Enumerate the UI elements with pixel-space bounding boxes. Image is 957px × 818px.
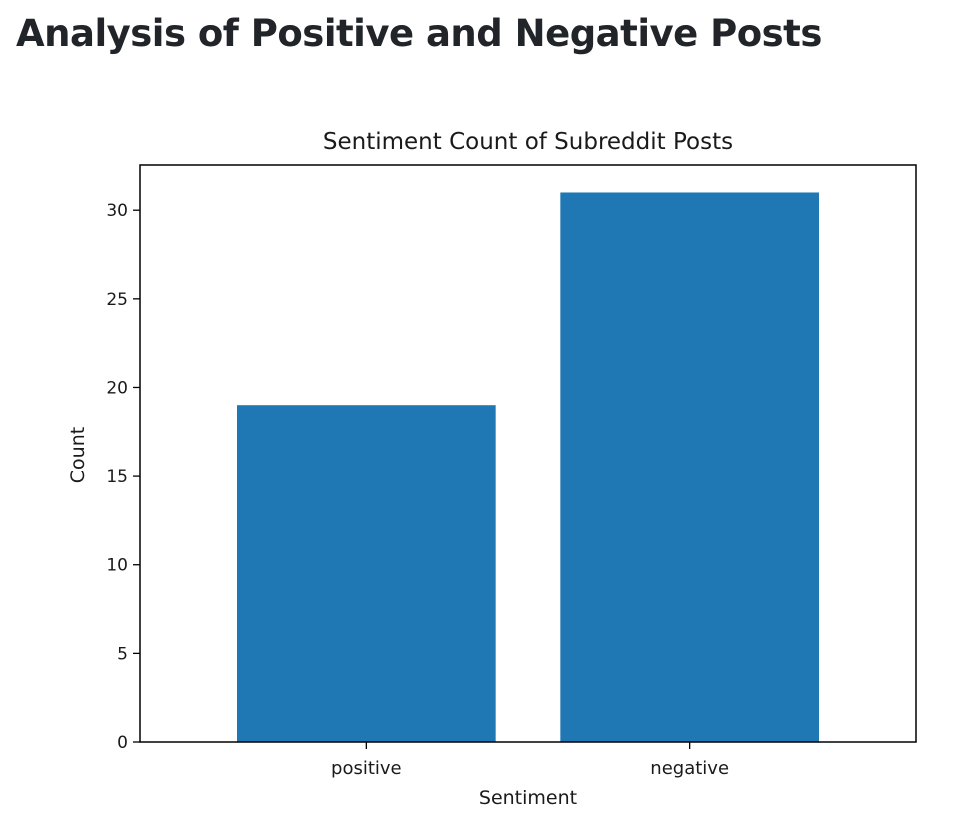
plot-frame	[139, 164, 917, 743]
x-axis-label: Sentiment	[479, 787, 577, 809]
y-axis-label: Count	[67, 427, 89, 483]
y-tick-label: 20	[106, 378, 128, 398]
bars-group	[237, 192, 819, 742]
x-tick-label-negative: negative	[650, 758, 729, 779]
x-tick-label-positive: positive	[331, 758, 402, 779]
y-tick-label: 15	[106, 467, 128, 487]
x-axis: positive negative	[331, 742, 729, 779]
page-title: Analysis of Positive and Negative Posts	[16, 12, 822, 55]
y-tick-label: 25	[106, 290, 128, 310]
y-tick-label: 0	[117, 733, 128, 753]
y-tick-label: 30	[106, 201, 128, 221]
y-tick-label: 5	[117, 644, 128, 664]
chart-title: Sentiment Count of Subreddit Posts	[323, 129, 733, 155]
y-tick-label: 10	[106, 556, 128, 576]
bar-positive	[237, 405, 496, 742]
bar-negative	[560, 192, 819, 742]
y-axis: 0 5 10 15 20 25 30	[106, 201, 140, 753]
